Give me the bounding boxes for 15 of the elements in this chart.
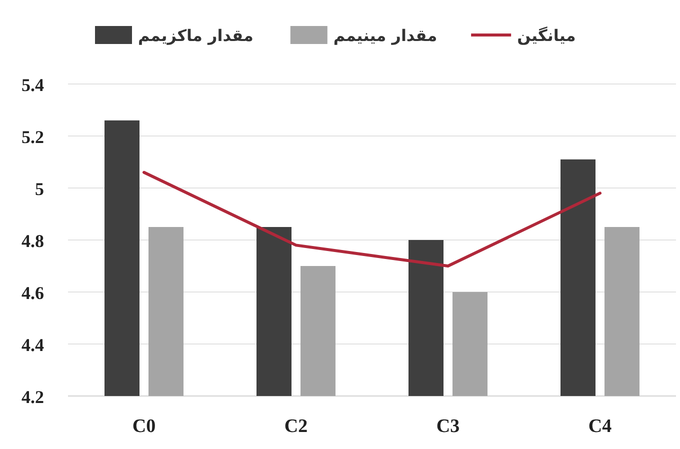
x-tick-label: C0	[132, 416, 156, 437]
y-tick-label: 4.6	[22, 283, 44, 303]
y-tick-label: 5.2	[22, 127, 44, 147]
legend-label: مقدار مینیمم	[333, 26, 438, 45]
y-tick-label: 4.8	[22, 231, 44, 251]
x-tick-label: C4	[588, 416, 612, 437]
y-tick-label: 4.2	[22, 387, 44, 407]
y-tick-label: 5.4	[22, 75, 44, 95]
y-tick-label: 4.4	[22, 335, 44, 355]
y-tick-label: 5	[35, 179, 44, 199]
x-tick-label: C2	[284, 416, 308, 437]
legend-label: میانگین	[517, 26, 576, 45]
line-series	[142, 170, 602, 268]
legend-label: مقدار ماکزیمم	[138, 26, 254, 45]
x-tick-label: C3	[436, 416, 460, 437]
